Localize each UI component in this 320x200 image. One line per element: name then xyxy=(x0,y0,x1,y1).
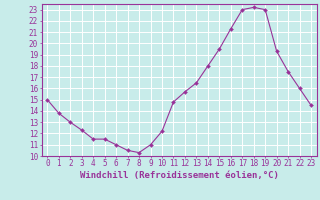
X-axis label: Windchill (Refroidissement éolien,°C): Windchill (Refroidissement éolien,°C) xyxy=(80,171,279,180)
